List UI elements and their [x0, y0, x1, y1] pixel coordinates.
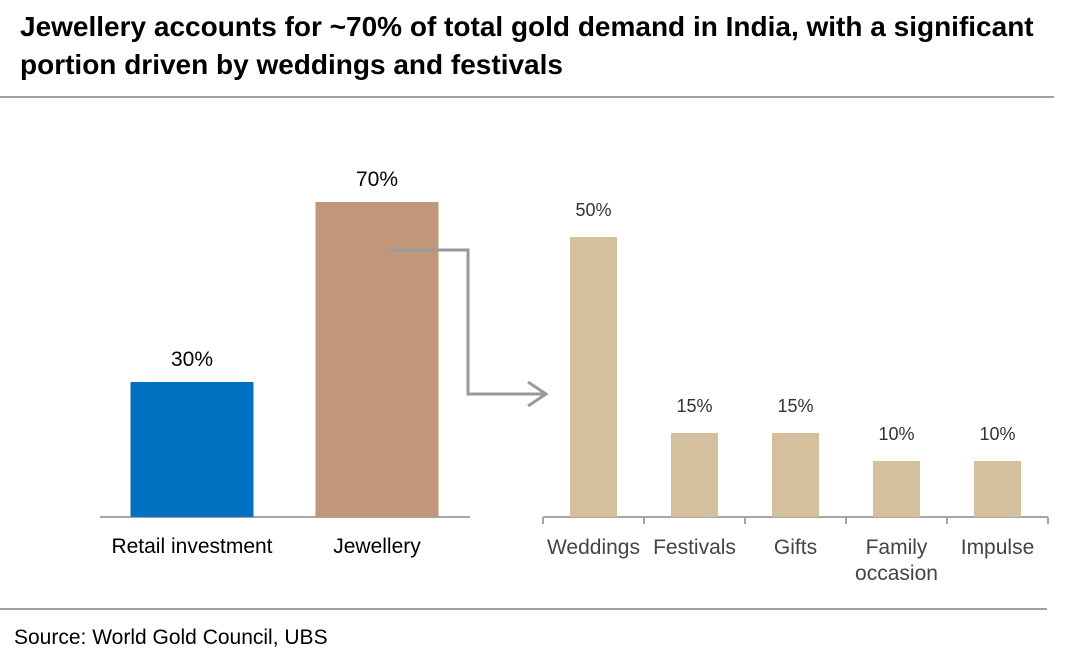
- category-label-family-occasion-line-1: Family: [866, 536, 928, 559]
- data-label-impulse: 10%: [979, 424, 1015, 444]
- data-label-festivals: 15%: [676, 396, 712, 416]
- right-bar-chart: 50% Weddings 15% Festivals 15% Gifts 10% Family…: [542, 200, 1049, 585]
- title-divider: [0, 96, 1054, 98]
- bar-family-occasion: [873, 461, 920, 517]
- data-label-jewellery: 70%: [356, 168, 398, 191]
- arrowhead-icon: [527, 380, 549, 408]
- category-label-gifts: Gifts: [774, 536, 817, 559]
- category-label-festivals: Festivals: [653, 536, 736, 559]
- bar-gifts: [772, 433, 819, 517]
- category-label-weddings: Weddings: [547, 536, 640, 559]
- data-label-gifts: 15%: [777, 396, 813, 416]
- category-label-jewellery: Jewellery: [333, 535, 421, 558]
- bar-impulse: [974, 461, 1021, 517]
- category-label-retail-investment: Retail investment: [111, 535, 272, 558]
- category-label-impulse: Impulse: [961, 536, 1035, 559]
- left-bar-chart: 30% Retail investment 70% Jewellery: [100, 168, 470, 558]
- category-label-family-occasion-line-2: occasion: [855, 562, 938, 585]
- chart-title: Jewellery accounts for ~70% of total gol…: [20, 11, 1034, 80]
- data-label-weddings: 50%: [575, 200, 611, 220]
- bar-retail-investment: [130, 382, 254, 517]
- connector-line: [390, 248, 545, 396]
- breakdown-connector-arrow: [390, 248, 549, 408]
- bar-festivals: [671, 433, 718, 517]
- bar-jewellery: [315, 202, 439, 517]
- footer-divider: [0, 608, 1047, 610]
- bar-weddings: [570, 237, 617, 517]
- data-label-family-occasion: 10%: [878, 424, 914, 444]
- data-label-retail-investment: 30%: [171, 348, 213, 371]
- source-note: Source: World Gold Council, UBS: [14, 626, 328, 649]
